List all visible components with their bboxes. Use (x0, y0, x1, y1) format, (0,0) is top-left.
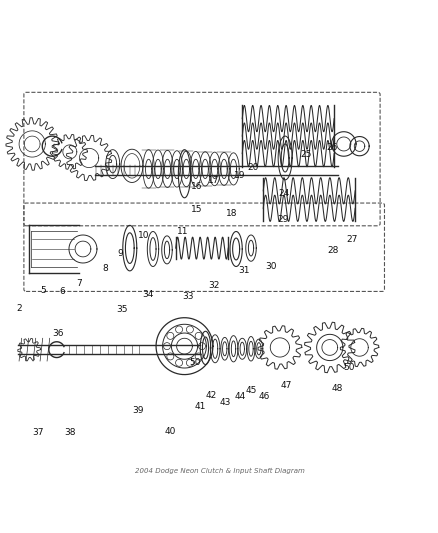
Text: 40: 40 (164, 427, 176, 437)
Text: 30: 30 (265, 262, 276, 271)
Text: 24: 24 (278, 189, 289, 198)
Text: 48: 48 (330, 384, 342, 393)
Text: 26: 26 (325, 143, 337, 152)
Text: 9: 9 (117, 249, 123, 258)
Text: 43: 43 (219, 398, 231, 407)
Text: 32: 32 (208, 281, 219, 290)
Text: 16: 16 (191, 182, 202, 191)
Text: 47: 47 (280, 382, 291, 391)
Text: 34: 34 (142, 289, 153, 298)
Text: 27: 27 (346, 235, 357, 244)
Text: 6: 6 (59, 287, 65, 296)
Text: 17: 17 (208, 176, 219, 185)
Text: 28: 28 (327, 246, 338, 255)
Text: 45: 45 (245, 386, 256, 395)
Text: 42: 42 (205, 391, 217, 400)
Text: 25: 25 (299, 150, 311, 158)
Text: 15: 15 (191, 205, 202, 214)
Text: 2: 2 (16, 304, 22, 312)
Text: 50: 50 (188, 358, 200, 367)
Text: 46: 46 (258, 392, 270, 401)
Text: 8: 8 (102, 264, 108, 273)
Text: 36: 36 (53, 329, 64, 338)
Text: 2004 Dodge Neon Clutch & Input Shaft Diagram: 2004 Dodge Neon Clutch & Input Shaft Dia… (134, 469, 304, 474)
Text: 50: 50 (343, 362, 354, 372)
Text: 35: 35 (117, 305, 128, 314)
Text: 18: 18 (225, 208, 237, 217)
Text: 29: 29 (277, 215, 288, 224)
Text: 10: 10 (137, 231, 149, 240)
Text: 5: 5 (41, 286, 46, 295)
Text: 33: 33 (181, 292, 193, 301)
Text: 41: 41 (194, 402, 205, 411)
Text: 44: 44 (234, 392, 246, 401)
Text: 11: 11 (177, 227, 188, 236)
Text: 19: 19 (234, 172, 245, 180)
Text: 20: 20 (247, 163, 258, 172)
Text: 7: 7 (76, 279, 82, 288)
Text: 39: 39 (131, 406, 143, 415)
Text: 37: 37 (32, 429, 43, 437)
Text: 38: 38 (64, 429, 75, 437)
Text: 31: 31 (238, 266, 249, 276)
